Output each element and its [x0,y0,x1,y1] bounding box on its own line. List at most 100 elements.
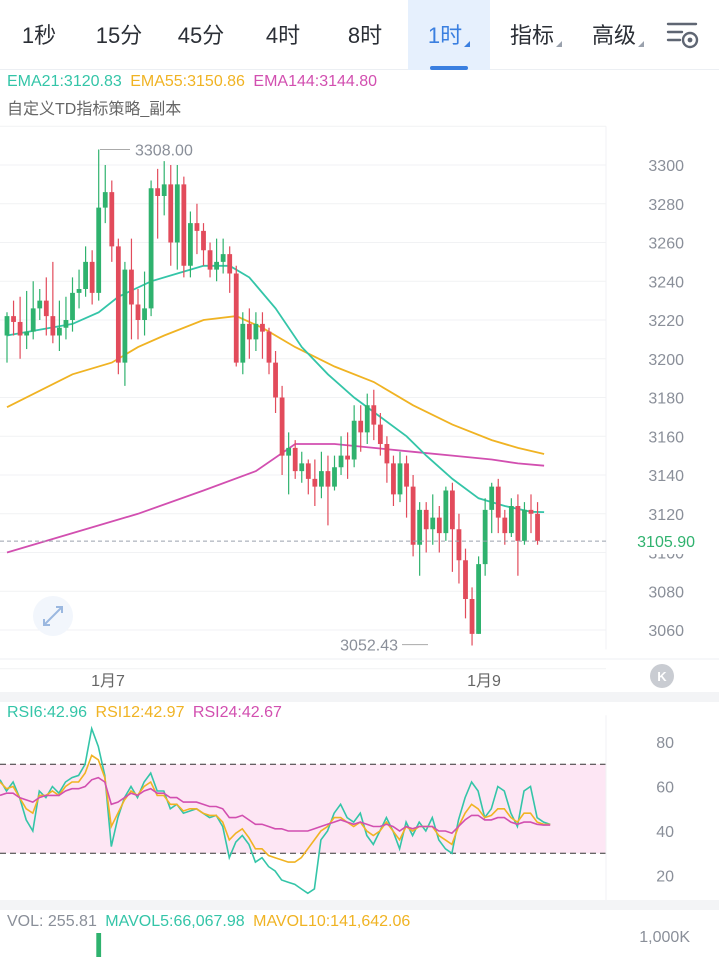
y-tick-label: 3080 [648,584,684,601]
candle-down [266,331,272,363]
y-tick-label: 3200 [648,352,684,369]
rsi-y-tick-label: 20 [656,869,674,886]
candle-down [345,455,350,460]
candle-down [201,230,206,251]
candle-down [273,362,278,398]
vol-y-tick-label: 1,000K [639,929,690,946]
candle-up [332,467,337,487]
candle-down [450,490,455,530]
candle-down [17,321,23,336]
k-icon[interactable] [650,664,674,688]
y-tick-label: 3300 [648,158,684,175]
candle-down [155,188,161,196]
candle-up [174,184,180,243]
candle-up [240,323,246,363]
candle-down [135,304,141,320]
candle-up [443,490,449,534]
candle-up [397,463,403,495]
candle-down [260,323,265,332]
x-tick-label: 1月9 [467,673,501,690]
candle-up [214,261,219,270]
tab-8h[interactable]: 8时 [347,23,383,48]
rsi-y-tick-label: 60 [656,780,674,797]
candle-down [109,192,115,247]
candle-down [279,397,285,456]
candle-down [502,517,508,534]
candle-down [377,424,383,444]
volume-bar [96,933,102,957]
candle-up [489,486,495,510]
candle-up [430,517,436,530]
y-tick-label: 3180 [648,391,684,408]
k-icon-letter: K [657,669,667,684]
rsi12-value: RSI12:42.97 [95,704,185,721]
candle-down [50,316,56,336]
candle-down [181,184,187,266]
candle-up [482,509,488,565]
y-tick-label: 3160 [648,429,684,446]
candle-down [495,486,501,518]
expand-arrow [43,606,63,626]
tab-45m[interactable]: 45分 [177,23,225,48]
last-price-box [618,528,719,555]
chart-settings-icon[interactable] [662,18,702,52]
candle-down [469,599,475,634]
ema55-value: EMA55:3150.86 [130,73,245,90]
rsi-series-rsi6 [0,725,551,895]
candle-up [122,269,128,363]
advanced-menu[interactable]: 高级 [578,0,658,70]
candle-up [83,261,88,289]
high-price-label: 3308.00 [135,143,193,160]
tab-1h[interactable]: 1时 [408,0,490,70]
candle-up [364,405,370,433]
last-price-label: 3105.90 [637,534,695,551]
panel-divider [0,900,719,910]
tab-4h[interactable]: 4时 [265,23,301,48]
ema144-value: EMA144:3144.80 [253,73,378,90]
candle-down [325,471,331,487]
candle-down [436,517,442,534]
candle-up [57,327,62,336]
candle-down [312,478,318,487]
tab-15m[interactable]: 15分 [95,23,143,48]
candle-down [227,254,233,274]
y-tick-label: 3220 [648,313,684,330]
candle-up [96,207,102,293]
candle-down [168,184,174,243]
candle-down [528,509,534,514]
strategy-label: 自定义TD指标策略_副本 [7,101,182,118]
candle-up [76,289,82,293]
dropdown-triangle-icon [556,41,562,47]
candle-down [246,323,252,340]
candle-up [148,188,154,309]
expand-icon[interactable] [33,596,73,636]
y-tick-label: 3240 [648,274,684,291]
candle-down [463,560,468,599]
candle-up [351,420,357,460]
rsi6-value: RSI6:42.96 [7,704,88,721]
candle-down [207,250,213,270]
y-tick-label: 3260 [648,236,684,253]
candle-down [115,246,121,363]
candle-down [43,300,49,317]
candle-up [286,447,292,456]
kline-chart[interactable]: 3060308031003120314031603180320032203240… [0,70,719,957]
tab-1s[interactable]: 1秒 [21,23,57,48]
candle-down [358,420,364,433]
candle-up [338,455,344,468]
candle-down [129,269,134,305]
candle-up [24,331,30,336]
ema-legend: EMA21:3120.83 EMA55:3150.86 EMA144:3144.… [7,73,381,91]
candle-up [508,506,514,534]
candle-up [161,184,167,196]
candle-up [4,316,10,336]
dropdown-triangle-icon [638,41,644,47]
candle-down [305,463,311,479]
candle-up [63,320,69,328]
mavol5-value: MAVOL5:66,067.98 [105,913,245,930]
candle-up [220,254,226,262]
candle-down [404,463,409,487]
candle-up [30,308,36,332]
panel-divider [0,692,719,702]
indicators-menu[interactable]: 指标 [496,0,576,70]
